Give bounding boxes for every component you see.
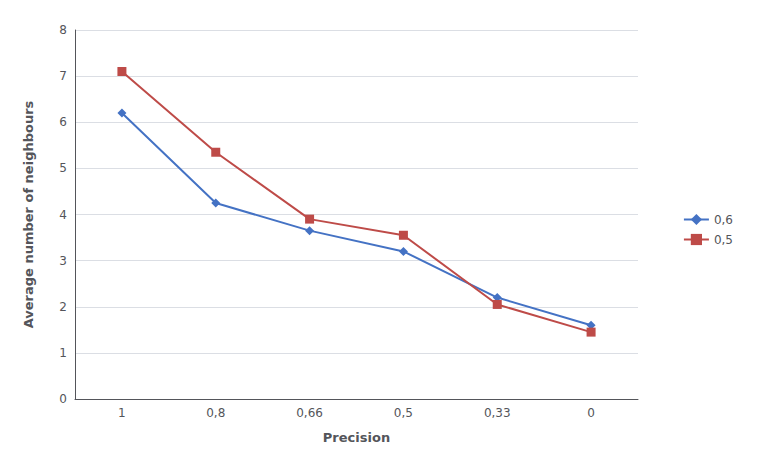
svg-text:7: 7 [59, 69, 67, 83]
svg-text:0: 0 [587, 406, 595, 420]
svg-text:5: 5 [59, 161, 67, 175]
svg-text:4: 4 [59, 208, 67, 222]
svg-text:0,33: 0,33 [484, 406, 511, 420]
svg-text:2: 2 [59, 300, 67, 314]
svg-text:0: 0 [59, 392, 67, 406]
svg-text:6: 6 [59, 115, 67, 129]
svg-text:3: 3 [59, 254, 67, 268]
svg-text:1: 1 [118, 406, 126, 420]
svg-text:Average number of neighbours: Average number of neighbours [21, 100, 36, 328]
svg-text:1: 1 [59, 346, 67, 360]
svg-text:0,8: 0,8 [206, 406, 225, 420]
svg-text:0,5: 0,5 [394, 406, 413, 420]
svg-text:0,5: 0,5 [714, 233, 733, 247]
svg-text:0,66: 0,66 [296, 406, 323, 420]
svg-text:Precision: Precision [323, 430, 390, 445]
svg-text:8: 8 [59, 23, 67, 37]
svg-text:0,6: 0,6 [714, 213, 733, 227]
